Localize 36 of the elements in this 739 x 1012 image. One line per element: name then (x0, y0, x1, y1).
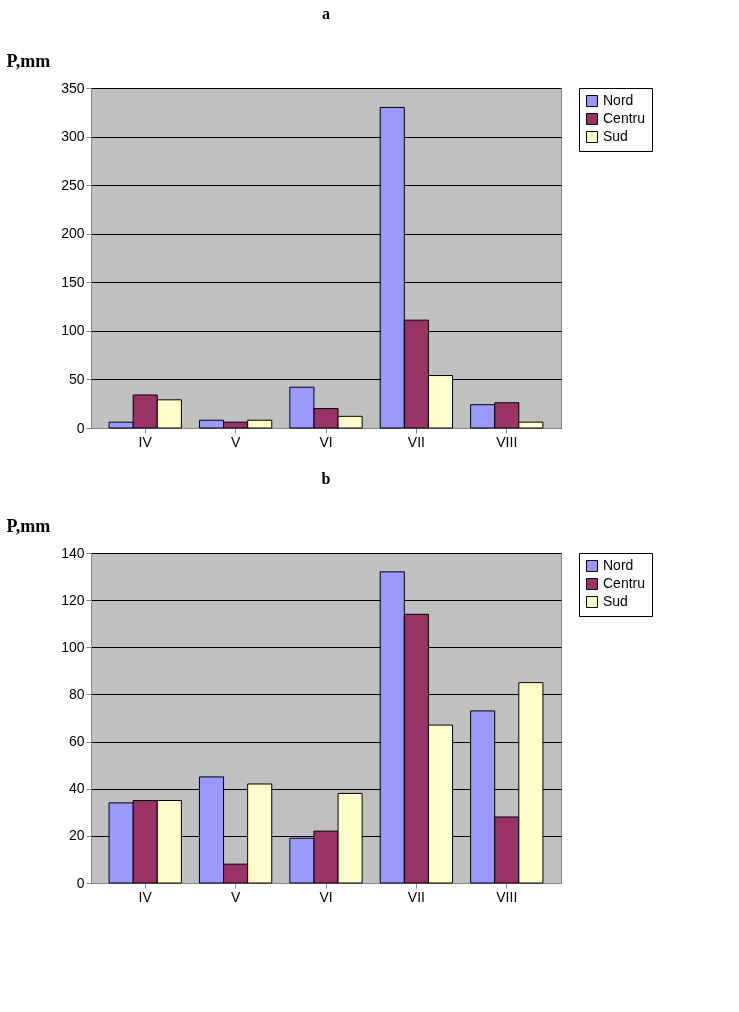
y-tick-label: 250 (61, 176, 85, 193)
x-tick-label: VIII (496, 433, 518, 450)
legend-label: Centru (603, 575, 646, 591)
y-tick-label: 40 (68, 780, 85, 797)
y-tick-label: 20 (68, 827, 85, 844)
y-axis-title: P,mm (6, 515, 51, 536)
y-tick-label: 60 (68, 733, 85, 750)
x-tick-label: IV (138, 433, 153, 450)
y-tick-label: 350 (61, 79, 85, 96)
y-tick-label: 50 (68, 370, 85, 387)
x-tick-label: IV (138, 888, 153, 905)
y-tick-label: 150 (61, 273, 85, 290)
y-axis-title: P,mm (6, 50, 51, 71)
x-tick-label: VI (319, 888, 333, 905)
y-tick-label: 300 (61, 128, 85, 145)
y-tick-label: 100 (61, 322, 85, 339)
y-tick-label: 140 (61, 544, 85, 561)
legend-label: Sud (603, 128, 628, 144)
chart-title: a (322, 5, 330, 22)
y-tick-label: 0 (76, 419, 85, 436)
legend-label: Nord (603, 92, 634, 108)
x-tick-label: V (230, 888, 241, 905)
y-tick-label: 100 (61, 638, 85, 655)
y-tick-label: 0 (76, 874, 85, 891)
x-tick-label: VII (407, 433, 425, 450)
y-tick-label: 200 (61, 225, 85, 242)
legend-label: Centru (603, 110, 646, 126)
chart-title: b (321, 470, 331, 487)
legend-label: Sud (603, 593, 628, 609)
legend-label: Nord (603, 557, 634, 573)
x-tick-label: VII (407, 888, 425, 905)
x-tick-label: VI (319, 433, 333, 450)
x-tick-label: VIII (496, 888, 518, 905)
y-tick-label: 120 (61, 591, 85, 608)
x-tick-label: V (230, 433, 241, 450)
y-tick-label: 80 (68, 685, 85, 702)
